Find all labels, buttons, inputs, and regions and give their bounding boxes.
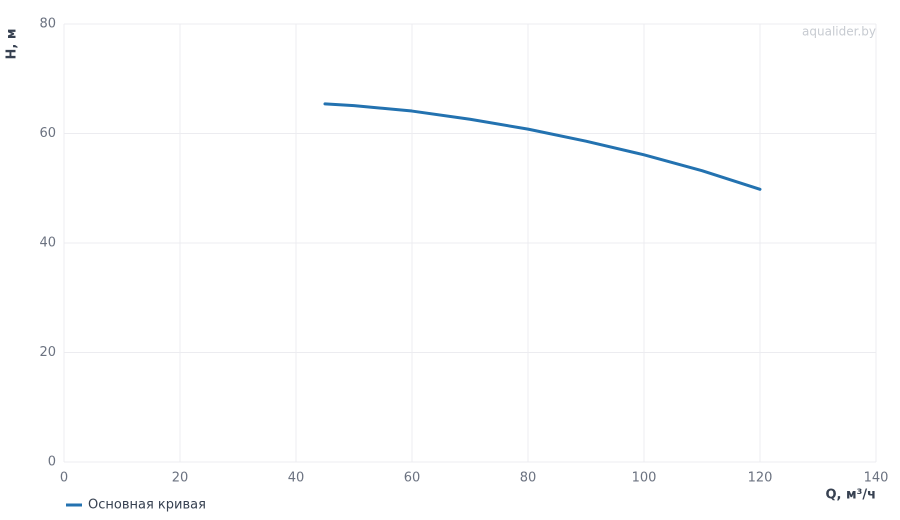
x-tick-label: 0 <box>60 471 68 486</box>
line-series <box>323 102 762 191</box>
y-tick-label: 20 <box>39 345 56 360</box>
x-tick-label: 120 <box>748 471 773 486</box>
x-tick-label: 100 <box>632 471 657 486</box>
y-axis-title: H, м <box>5 29 20 60</box>
x-tick-label: 80 <box>520 471 537 486</box>
x-axis-title: Q, м³/ч <box>825 488 876 503</box>
x-tick-label: 40 <box>288 471 305 486</box>
y-tick-label: 60 <box>39 126 56 141</box>
watermark: aqualider.by <box>802 25 876 39</box>
legend-label: Основная кривая <box>88 498 206 513</box>
x-tick-label: 60 <box>404 471 421 486</box>
y-tick-label: 80 <box>39 17 56 32</box>
y-tick-label: 0 <box>48 455 56 470</box>
x-tick-label: 140 <box>864 471 889 486</box>
x-tick-label: 20 <box>172 471 189 486</box>
y-tick-label: 40 <box>39 236 56 251</box>
